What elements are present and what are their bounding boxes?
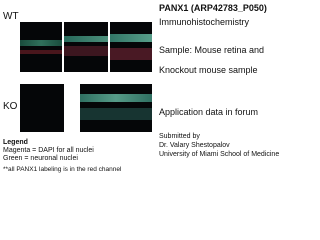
ko-image-1 — [20, 84, 64, 132]
ko-image-2 — [80, 84, 152, 132]
wt-image-1 — [20, 22, 62, 72]
info-sample: Knockout mouse sample — [159, 65, 258, 75]
wt-label: WT — [3, 11, 19, 22]
info-application: Application data in forum — [159, 107, 259, 117]
legend-line: Magenta = DAPI for all nuclei — [3, 147, 94, 154]
legend-note: **all PANX1 labeling is in the red chann… — [3, 166, 122, 173]
wt-image-2 — [64, 22, 108, 72]
info-submitted: University of Miami School of Medicine — [159, 151, 280, 158]
info-submitted: Submitted by — [159, 133, 200, 140]
info-method: Immunohistochemistry — [159, 17, 250, 27]
info-sample: Sample: Mouse retina and — [159, 45, 265, 55]
ko-label: KO — [3, 101, 18, 112]
page: WT KO Legend Magenta = DAPI for all nucl… — [3, 3, 280, 173]
legend-line: Green = neuronal nuclei — [3, 155, 78, 162]
info-submitted: Dr. Valary Shestopalov — [159, 142, 230, 149]
info-title: PANX1 (ARP42783_P050) — [159, 3, 267, 13]
legend-title: Legend — [3, 139, 28, 146]
wt-image-3 — [110, 22, 152, 72]
